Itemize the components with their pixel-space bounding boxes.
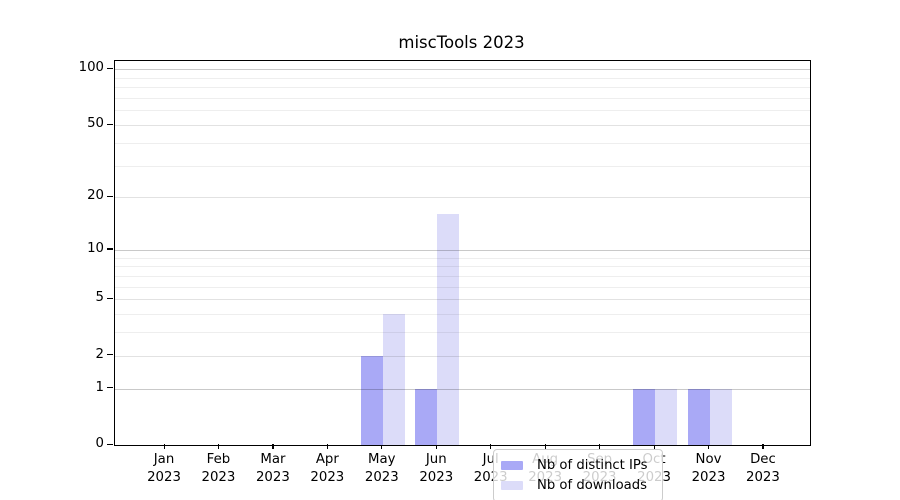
y-tick-100 (107, 67, 113, 70)
x-tick-jun (435, 444, 437, 449)
x-tick-label-jan: Jan 2023 (147, 452, 181, 485)
y-tick-0 (107, 443, 113, 445)
gridline-minor-80 (115, 87, 810, 89)
gridline-major-100 (115, 69, 810, 71)
bar-distinct-ips-nov (687, 388, 710, 445)
legend-label-distinct-ips: Nb of distinct IPs (537, 458, 648, 473)
bar-distinct-ips-jun (415, 388, 438, 445)
y-tick-5 (107, 297, 113, 299)
legend: Nb of distinct IPs Nb of downloads (493, 449, 663, 500)
y-tick-label-5: 5 (95, 290, 104, 306)
x-tick-label-feb: Feb 2023 (201, 452, 236, 485)
gridline-minor-7 (115, 275, 810, 277)
gridline-50 (115, 125, 810, 127)
y-tick-2 (107, 354, 113, 356)
y-tick-label-2: 2 (95, 346, 104, 362)
gridline-major-10 (115, 249, 810, 251)
bar-downloads-may (382, 314, 405, 445)
gridline-minor-9 (115, 257, 810, 259)
x-tick-sep (599, 444, 601, 449)
x-tick-jul (490, 444, 492, 449)
legend-swatch-downloads (501, 481, 523, 490)
y-tick-label-10: 10 (87, 240, 104, 256)
x-tick-feb (217, 444, 220, 449)
bar-downloads-jun (437, 214, 460, 445)
x-tick-label-may: May 2023 (364, 452, 399, 485)
gridline-major-1 (115, 388, 810, 390)
bar-distinct-ips-oct (633, 388, 656, 445)
gridline-minor-90 (115, 77, 810, 79)
x-tick-label-apr: Apr 2023 (310, 452, 345, 485)
gridline-minor-6 (115, 286, 810, 288)
bar-downloads-nov (709, 388, 732, 445)
y-tick-label-100: 100 (78, 60, 104, 76)
gridline-20 (115, 197, 810, 199)
y-tick-label-50: 50 (87, 116, 104, 132)
gridline-minor-8 (115, 266, 810, 268)
gridline-minor-3 (115, 332, 810, 334)
y-tick-50 (107, 123, 113, 125)
legend-label-downloads: Nb of downloads (537, 478, 647, 493)
legend-swatch-distinct-ips (501, 461, 523, 470)
x-tick-label-dec: Dec 2023 (746, 452, 780, 485)
legend-item-downloads: Nb of downloads (501, 477, 648, 494)
gridline-2 (115, 355, 810, 357)
x-tick-nov (708, 444, 710, 449)
x-tick-oct (653, 444, 655, 449)
gridline-minor-60 (115, 110, 810, 112)
x-tick-dec (762, 444, 764, 449)
gridline-minor-4 (115, 314, 810, 316)
y-tick-10 (107, 248, 113, 250)
x-tick-apr (326, 444, 329, 449)
x-tick-may (381, 444, 383, 449)
gridline-minor-40 (115, 142, 810, 144)
plot-area: Nb of distinct IPs Nb of downloads (114, 60, 811, 500)
y-tick-label-20: 20 (87, 188, 104, 204)
x-tick-mar (272, 444, 274, 449)
x-tick-label-jun: Jun 2023 (419, 452, 454, 485)
y-tick-label-0: 0 (95, 436, 104, 451)
gridline-minor-30 (115, 165, 810, 167)
gridline-5 (115, 299, 810, 301)
legend-item-distinct-ips: Nb of distinct IPs (501, 457, 648, 474)
bar-distinct-ips-may (360, 355, 383, 445)
x-tick-label-mar: Mar 2023 (255, 452, 290, 485)
gridline-minor-70 (115, 98, 810, 100)
x-tick-aug (544, 444, 546, 449)
y-tick-20 (107, 195, 113, 197)
bar-downloads-oct (655, 388, 678, 445)
x-tick-jan (163, 444, 165, 449)
y-tick-1 (107, 387, 113, 389)
chart-title: miscTools 2023 (398, 33, 525, 52)
y-tick-label-1: 1 (95, 379, 104, 395)
x-tick-label-nov: Nov 2023 (691, 452, 726, 485)
